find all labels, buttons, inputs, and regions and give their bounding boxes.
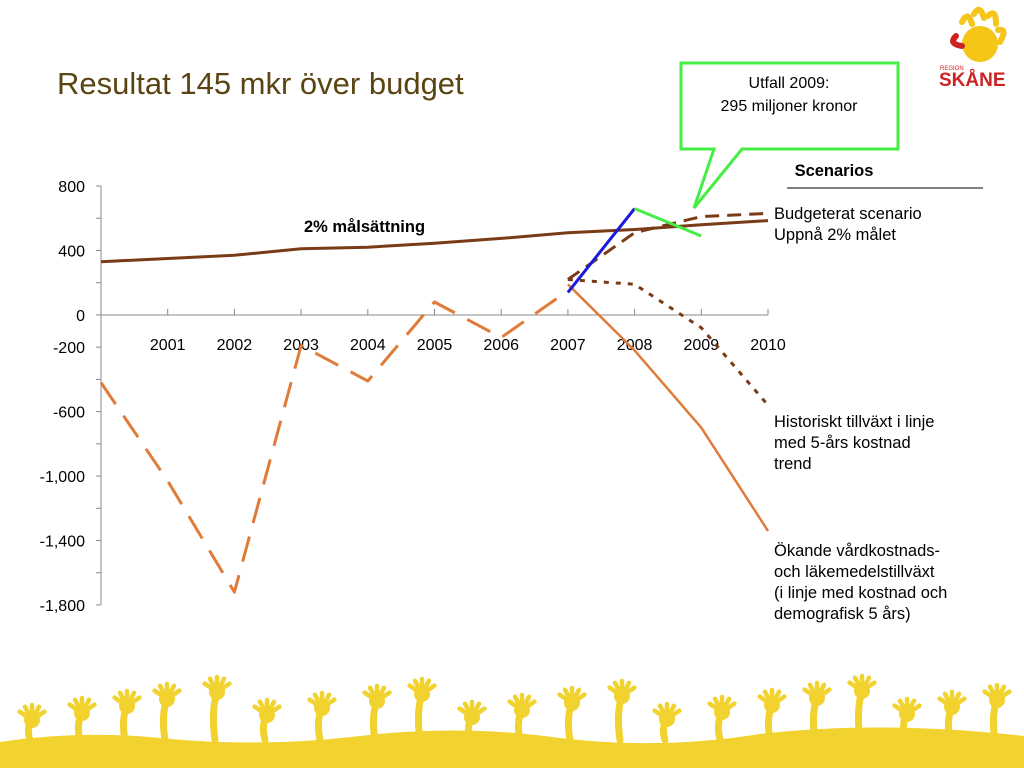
legend: Scenarios Budgeterat scenario Uppnå 2% må… <box>774 162 983 623</box>
footer-hands-decoration <box>0 673 1024 768</box>
callout-line-1: Utfall 2009: <box>749 75 830 92</box>
logo-small-text: REGION <box>940 66 964 72</box>
x-tick-label: 2010 <box>750 337 786 354</box>
sun-hand-icon <box>950 6 1007 62</box>
x-tick-label: 2007 <box>550 337 586 354</box>
hand-icon <box>802 680 832 744</box>
y-tick-label: 0 <box>76 308 85 325</box>
series-line-2 <box>567 278 770 407</box>
y-tick-label: -200 <box>53 340 85 357</box>
y-tick-label: -600 <box>53 405 85 422</box>
target-line-label: 2% målsättning <box>304 218 425 236</box>
hand-icon <box>652 701 682 744</box>
y-axis: 800 400 0 -200 -600 -1,000 -1,400 -1,800 <box>40 179 102 615</box>
y-tick-label: -1,400 <box>40 534 85 551</box>
hand-icon <box>252 697 282 744</box>
x-tick-label: 2004 <box>350 337 386 354</box>
legend-entry-3: Ökande vårdkostnads-och läkemedelstillvä… <box>774 542 947 623</box>
x-tick-label: 2006 <box>483 337 519 354</box>
series-line-3 <box>567 283 770 532</box>
x-tick-label: 2001 <box>150 337 186 354</box>
x-tick-label: 2009 <box>684 337 720 354</box>
series-line-6 <box>634 207 702 238</box>
hand-icon <box>757 687 787 744</box>
hand-icon <box>67 695 97 744</box>
hand-icon <box>557 685 587 744</box>
y-tick-label: 800 <box>58 179 85 196</box>
x-tick-label: 2002 <box>217 337 253 354</box>
legend-entry-1: Budgeterat scenario Uppnå 2% målet <box>774 205 922 244</box>
x-tick-label: 2005 <box>417 337 453 354</box>
y-tick-label: -1,800 <box>40 598 85 615</box>
hand-icon <box>707 694 737 744</box>
region-skane-logo: REGION SKÅNE <box>939 6 1007 91</box>
slide-title: Resultat 145 mkr över budget <box>57 66 464 101</box>
hand-icon <box>307 690 337 744</box>
hand-icon <box>457 699 487 744</box>
hand-icon <box>892 696 922 744</box>
callout-bubble: Utfall 2009: 295 miljoner kronor <box>679 61 900 209</box>
hand-icon <box>17 702 47 744</box>
legend-title: Scenarios <box>795 162 874 180</box>
hand-icon <box>847 673 877 744</box>
y-tick-label: 400 <box>58 243 85 260</box>
hand-icon <box>507 692 537 744</box>
hand-icon <box>152 681 182 744</box>
series-layer <box>99 207 770 594</box>
callout-border <box>679 61 900 209</box>
hand-icon <box>982 682 1012 744</box>
hand-icon <box>362 683 392 744</box>
hand-icon <box>202 674 232 744</box>
hand-icon <box>607 678 637 744</box>
hand-icon <box>112 688 142 744</box>
series-line-5 <box>566 207 636 294</box>
hand-icon <box>407 676 437 744</box>
series-line-4 <box>99 289 569 594</box>
x-axis: 2001 2002 2003 2004 2005 2006 2007 2008 2009 2010 <box>101 308 786 354</box>
legend-entry-2: Historiskt tillväxt i linje med 5-års kos… <box>774 413 934 473</box>
logo-main-text: SKÅNE <box>939 70 1006 91</box>
series-line-1 <box>567 211 769 281</box>
series-line-0 <box>100 219 769 264</box>
callout-line-2: 295 miljoner kronor <box>721 98 859 115</box>
hand-icon <box>937 689 967 744</box>
y-tick-label: -1,000 <box>40 469 85 486</box>
